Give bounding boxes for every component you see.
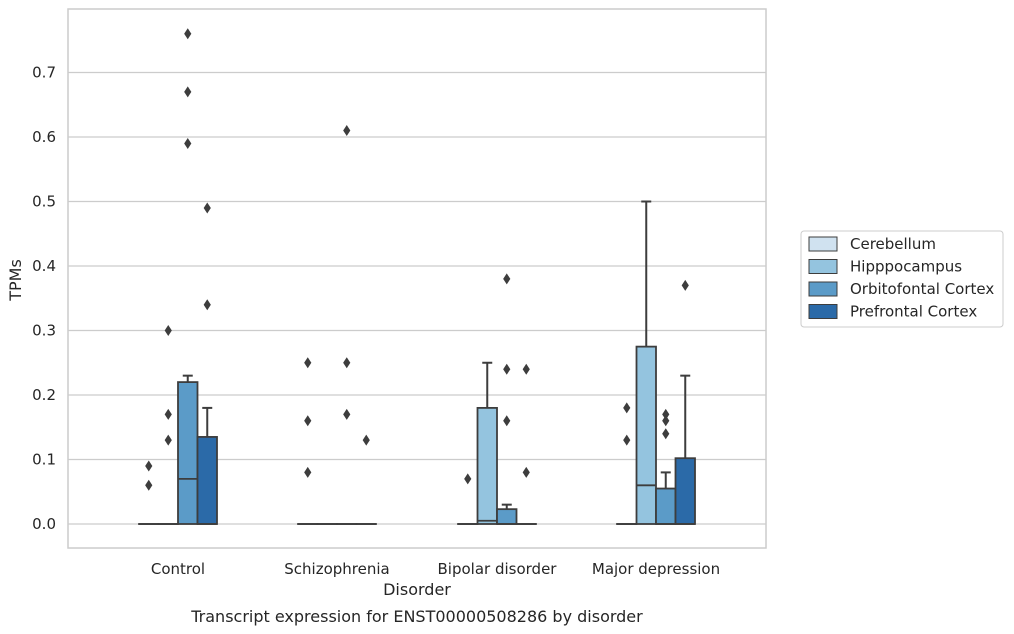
y-tick-label: 0.4 xyxy=(32,257,56,275)
box-body xyxy=(496,508,518,525)
y-axis-ticks: 0.0 0.1 0.2 0.3 0.4 0.5 0.6 0.7 xyxy=(32,64,56,534)
x-tick-label: Schizophrenia xyxy=(284,560,389,578)
outlier-point xyxy=(184,28,192,40)
outlier-point xyxy=(662,408,670,420)
legend-swatch xyxy=(808,281,838,297)
x-axis-label: Disorder xyxy=(383,580,451,599)
outlier-point xyxy=(304,466,312,478)
legend-swatch xyxy=(808,304,838,319)
outlier-point xyxy=(164,408,172,420)
outlier-point xyxy=(362,434,370,446)
box-cerebellum xyxy=(616,402,638,525)
outlier-point xyxy=(304,357,312,369)
y-gridlines xyxy=(68,71,766,525)
legend-frame xyxy=(800,230,1004,328)
box-orbitofontal-cortex xyxy=(496,273,518,525)
outlier-point xyxy=(681,279,689,291)
box-orbitofontal-cortex xyxy=(177,28,199,525)
legend-label: Prefrontal Cortex xyxy=(850,303,977,321)
outlier-point xyxy=(164,434,172,446)
outlier-point xyxy=(503,415,511,427)
outlier-point xyxy=(184,86,192,98)
box-prefrontal-cortex xyxy=(674,279,696,525)
legend-label: Hipppocampus xyxy=(850,258,962,276)
legend: Cerebellum Hipppocampus Orbitofontal Corte… xyxy=(800,230,1004,328)
box-cerebellum xyxy=(457,473,479,525)
outlier-point xyxy=(184,137,192,149)
box-cerebellum xyxy=(297,357,319,525)
box-body xyxy=(635,345,657,525)
box-body xyxy=(655,487,677,525)
box-hipppocampus xyxy=(157,325,179,525)
box-cerebellum xyxy=(138,460,160,525)
x-tick-label: Control xyxy=(151,560,205,578)
y-tick-label: 0.1 xyxy=(32,451,56,469)
outlier-point xyxy=(662,428,670,440)
chart-caption: Transcript expression for ENST0000050828… xyxy=(190,607,643,626)
outlier-point xyxy=(203,202,211,214)
outlier-point xyxy=(464,473,472,485)
outlier-point xyxy=(203,299,211,311)
box-body xyxy=(177,381,199,525)
box-body xyxy=(674,457,696,525)
box-prefrontal-cortex xyxy=(515,363,537,525)
x-tick-label: Major depression xyxy=(592,560,720,578)
box-orbitofontal-cortex xyxy=(655,408,677,525)
y-tick-label: 0.7 xyxy=(32,64,56,82)
box-prefrontal-cortex xyxy=(355,434,377,525)
outlier-point xyxy=(343,357,351,369)
legend-label: Orbitofontal Cortex xyxy=(850,280,994,298)
outlier-point xyxy=(623,402,631,414)
outlier-point xyxy=(343,125,351,137)
box-prefrontal-cortex xyxy=(196,202,218,525)
outlier-point xyxy=(503,273,511,285)
legend-label: Cerebellum xyxy=(850,235,936,253)
legend-swatch xyxy=(808,236,838,252)
y-tick-label: 0.3 xyxy=(32,322,56,340)
outlier-point xyxy=(304,415,312,427)
outlier-point xyxy=(145,479,153,491)
outlier-point xyxy=(522,466,530,478)
box-orbitofontal-cortex xyxy=(336,125,358,525)
outlier-point xyxy=(662,415,670,427)
outlier-point xyxy=(164,325,172,336)
y-tick-label: 0.0 xyxy=(32,515,56,533)
box-body xyxy=(476,406,498,525)
outlier-point xyxy=(503,363,511,375)
y-tick-label: 0.2 xyxy=(32,386,56,404)
y-tick-label: 0.5 xyxy=(32,193,56,211)
outlier-point xyxy=(343,408,351,420)
legend-swatch xyxy=(808,259,838,274)
box-plot-series xyxy=(138,28,696,525)
x-tick-label: Bipolar disorder xyxy=(438,560,558,578)
outlier-point xyxy=(522,363,530,375)
box-hipppocampus xyxy=(635,200,657,525)
box-body xyxy=(196,436,218,525)
y-axis-label: TPMs xyxy=(6,259,25,302)
box-hipppocampus xyxy=(476,361,498,525)
outlier-point xyxy=(623,434,631,446)
outlier-point xyxy=(145,460,153,472)
y-tick-label: 0.6 xyxy=(32,128,56,146)
plot-area-frame xyxy=(67,8,767,549)
x-axis-ticks: Control Schizophrenia Bipolar disorder Majo… xyxy=(151,560,720,578)
